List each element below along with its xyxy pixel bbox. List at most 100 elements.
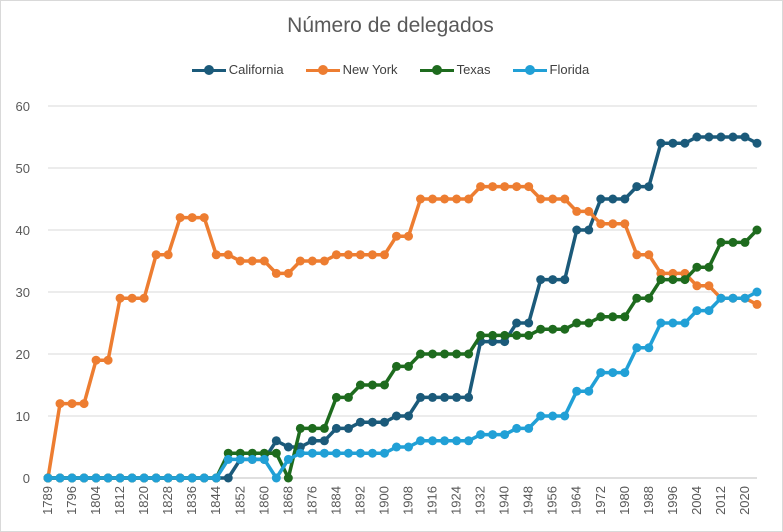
legend-item-texas: Texas: [419, 62, 491, 77]
data-point-florida: [704, 306, 714, 316]
legend-label-florida: Florida: [549, 62, 590, 77]
data-point-california: [656, 138, 666, 148]
x-tick-label: 1796: [64, 486, 79, 515]
data-point-new-york: [79, 399, 89, 409]
data-point-florida: [488, 430, 498, 440]
data-point-florida: [440, 436, 450, 446]
data-point-california: [548, 275, 558, 285]
data-point-california: [283, 442, 293, 452]
data-point-new-york: [391, 231, 401, 241]
data-point-new-york: [596, 219, 606, 229]
data-point-texas: [680, 275, 690, 285]
data-point-california: [512, 318, 522, 328]
data-point-florida: [151, 473, 161, 483]
data-point-florida: [620, 368, 630, 378]
data-point-florida: [452, 436, 462, 446]
data-point-florida: [668, 318, 678, 328]
data-point-florida: [91, 473, 101, 483]
data-point-florida: [199, 473, 209, 483]
data-point-texas: [560, 324, 570, 334]
data-point-new-york: [632, 250, 642, 260]
data-point-california: [572, 225, 582, 235]
data-point-california: [488, 337, 498, 347]
data-point-california: [428, 392, 438, 402]
data-point-california: [536, 275, 546, 285]
data-point-new-york: [560, 194, 570, 204]
data-point-california: [223, 473, 233, 483]
data-point-new-york: [536, 194, 546, 204]
legend-label-california: California: [228, 62, 284, 77]
data-point-florida: [103, 473, 113, 483]
data-point-texas: [620, 312, 630, 322]
data-point-new-york: [608, 219, 618, 229]
data-point-new-york: [271, 268, 281, 278]
y-tick-label: 0: [23, 471, 30, 486]
data-point-florida: [680, 318, 690, 328]
data-point-texas: [716, 237, 726, 247]
data-point-texas: [343, 392, 353, 402]
data-point-florida: [476, 430, 486, 440]
x-tick-label: 1852: [232, 486, 247, 515]
x-tick-label: 1916: [425, 486, 440, 515]
data-point-new-york: [223, 250, 233, 260]
data-point-florida: [235, 454, 245, 464]
data-point-texas: [644, 293, 654, 303]
data-point-california: [632, 182, 642, 192]
data-point-california: [367, 417, 377, 427]
data-point-california: [596, 194, 606, 204]
data-point-california: [307, 436, 317, 446]
data-point-new-york: [464, 194, 474, 204]
data-point-florida: [596, 368, 606, 378]
data-point-texas: [740, 237, 750, 247]
legend: California New York Texas Florida: [0, 62, 781, 77]
legend-item-california: California: [191, 62, 284, 77]
data-point-california: [752, 138, 762, 148]
data-point-florida: [692, 306, 702, 316]
data-point-texas: [319, 423, 329, 433]
data-point-california: [500, 337, 510, 347]
data-point-new-york: [283, 268, 293, 278]
x-tick-label: 1980: [617, 486, 632, 515]
data-point-florida: [79, 473, 89, 483]
data-point-new-york: [199, 213, 209, 223]
data-point-texas: [295, 423, 305, 433]
data-point-texas: [728, 237, 738, 247]
data-point-texas: [752, 225, 762, 235]
data-point-florida: [139, 473, 149, 483]
data-point-florida: [67, 473, 77, 483]
data-point-texas: [283, 473, 293, 483]
data-point-texas: [416, 349, 426, 359]
x-tick-label: 1884: [328, 486, 343, 515]
data-point-florida: [211, 473, 221, 483]
data-point-texas: [704, 262, 714, 272]
data-point-florida: [728, 293, 738, 303]
data-point-california: [608, 194, 618, 204]
data-point-florida: [343, 448, 353, 458]
data-point-california: [668, 138, 678, 148]
legend-swatch-new-york: [305, 64, 340, 76]
data-point-florida: [632, 343, 642, 353]
x-tick-label: 1964: [569, 486, 584, 515]
data-point-new-york: [572, 206, 582, 216]
y-tick-label: 60: [16, 99, 30, 114]
x-tick-label: 1892: [352, 486, 367, 515]
data-point-texas: [379, 380, 389, 390]
data-point-texas: [488, 330, 498, 340]
data-point-new-york: [343, 250, 353, 260]
data-point-new-york: [67, 399, 77, 409]
data-point-california: [440, 392, 450, 402]
data-point-california: [404, 411, 414, 421]
data-point-new-york: [127, 293, 137, 303]
x-tick-label: 1932: [473, 486, 488, 515]
x-tick-label: 1972: [593, 486, 608, 515]
data-point-texas: [404, 361, 414, 371]
data-point-new-york: [55, 399, 65, 409]
data-point-florida: [512, 423, 522, 433]
data-point-florida: [55, 473, 65, 483]
data-point-new-york: [704, 281, 714, 291]
data-point-texas: [452, 349, 462, 359]
data-point-florida: [127, 473, 137, 483]
data-point-new-york: [235, 256, 245, 266]
